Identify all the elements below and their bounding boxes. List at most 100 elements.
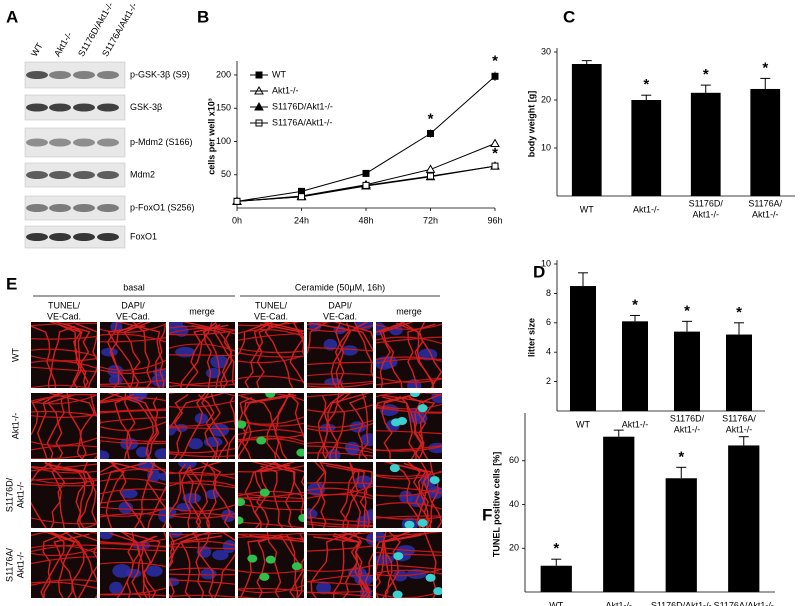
nucleus <box>376 356 393 370</box>
cell-border <box>114 393 135 459</box>
apoptotic-nucleus <box>389 464 400 473</box>
cell-border <box>109 322 145 388</box>
column-label: TUNEL/VE-Cad. <box>47 301 81 322</box>
cell-border <box>195 532 211 598</box>
cell-border <box>238 584 304 594</box>
cell-border <box>44 462 66 528</box>
cell-border <box>238 532 304 538</box>
x-tick-label: S1176D/Akt1-/- <box>689 199 724 220</box>
cell-border <box>169 532 198 598</box>
panel-label: D <box>533 262 545 281</box>
bar <box>665 478 697 592</box>
micrograph <box>100 393 166 459</box>
cell-border <box>317 393 347 459</box>
cell-border <box>100 385 166 388</box>
micrograph <box>31 393 97 459</box>
nucleus <box>154 448 166 459</box>
cell-border <box>332 322 373 342</box>
cell-border <box>376 336 442 344</box>
cell-border <box>376 515 442 519</box>
micrograph <box>100 462 166 528</box>
micrograph <box>376 532 442 598</box>
micrograph <box>31 532 97 598</box>
y-axis-label: TUNEL positive cells [%] <box>491 452 501 557</box>
cell-border <box>49 393 95 459</box>
cell-border <box>205 464 217 528</box>
panel-label: E <box>6 274 17 293</box>
cell-border <box>238 429 304 436</box>
bar <box>603 436 635 592</box>
micrograph <box>100 322 166 388</box>
cell-border <box>264 323 294 388</box>
nucleus <box>120 488 138 499</box>
data-point <box>362 181 370 189</box>
blot-band <box>49 103 71 112</box>
cell-border <box>376 356 442 362</box>
y-tick-label: 20 <box>541 94 551 104</box>
cell-border <box>238 375 304 383</box>
x-tick-label: Akt1-/- <box>605 600 632 606</box>
cell-border <box>60 324 87 388</box>
cell-border <box>31 477 97 481</box>
bar <box>622 321 648 411</box>
group-label: Ceramide (50µM, 16h) <box>295 282 385 292</box>
cell-border <box>307 324 373 332</box>
cell-border <box>100 506 166 511</box>
cell-border <box>31 462 53 528</box>
cell-border <box>100 478 166 485</box>
cell-border <box>169 448 235 454</box>
apoptotic-nucleus <box>256 436 267 445</box>
cell-border <box>31 384 93 388</box>
cell-border <box>307 361 373 366</box>
lane-label: Akt1-/- <box>52 30 74 58</box>
nucleus <box>354 475 373 489</box>
nucleus <box>210 354 229 369</box>
cell-border <box>239 535 289 598</box>
cell-border <box>100 416 166 424</box>
cell-border <box>260 465 284 528</box>
row-label: Akt1-/- <box>10 413 20 440</box>
cell-border <box>254 462 277 528</box>
significance: * <box>553 540 559 557</box>
cell-border <box>335 322 345 388</box>
cell-border <box>169 480 235 487</box>
cell-border <box>31 517 97 525</box>
column-label: DAPI/VE-Cad. <box>116 301 150 322</box>
cell-border <box>100 507 166 517</box>
blot-band <box>26 138 48 147</box>
blot-band <box>97 138 119 147</box>
blot-band <box>97 204 119 212</box>
nucleus <box>365 533 373 546</box>
cell-border <box>307 452 373 457</box>
nucleus <box>200 568 217 580</box>
significance: * <box>736 304 742 321</box>
cell-border <box>307 521 373 527</box>
nucleus <box>212 549 229 561</box>
blot-band <box>49 233 71 241</box>
cell-border <box>100 561 166 568</box>
y-tick-label: 20 <box>509 543 519 553</box>
apoptotic-nucleus <box>259 488 270 497</box>
y-tick-label: 40 <box>509 499 519 509</box>
nucleus <box>355 322 373 330</box>
x-tick-label: 24h <box>294 215 309 225</box>
cell-border <box>147 462 166 528</box>
y-tick-label: 150 <box>216 103 231 113</box>
cell-border <box>169 393 235 397</box>
cell-border <box>31 581 97 589</box>
nucleus <box>175 346 196 358</box>
data-point <box>233 197 241 205</box>
lane-label: WT <box>29 41 45 59</box>
cell-border <box>340 532 373 598</box>
bar <box>750 88 781 196</box>
column-label: TUNEL/VE-Cad. <box>254 301 288 322</box>
blot-strip <box>24 127 126 158</box>
y-tick-label: 8 <box>546 288 551 298</box>
cell-border <box>309 462 326 528</box>
cell-border <box>213 532 235 598</box>
y-tick-label: 200 <box>216 69 231 79</box>
x-tick-label: 48h <box>358 215 373 225</box>
significance: * <box>678 448 684 465</box>
cell-border <box>376 532 442 538</box>
row-label: S1176A/Akt1-/- <box>5 548 26 582</box>
